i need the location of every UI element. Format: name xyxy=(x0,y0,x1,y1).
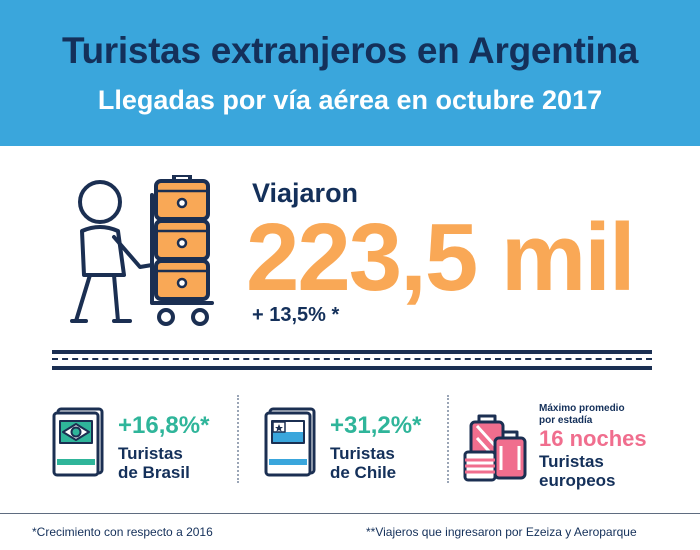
header-banner: Turistas extranjeros en Argentina Llegad… xyxy=(0,0,700,146)
stat-europa-label: Turistas europeos xyxy=(539,452,616,490)
separator-line xyxy=(52,350,652,354)
hero-value: 223,5 mil xyxy=(246,204,636,311)
hero-label: Viajaron xyxy=(252,178,359,208)
hero-growth: + 13,5% * xyxy=(252,304,340,326)
stat-chile-pct: +31,2%* xyxy=(330,412,422,439)
stat-brasil-label: Turistas de Brasil xyxy=(118,444,190,482)
stat-europa-value: 16 noches xyxy=(539,426,647,451)
stat-brasil-pct: +16,8%* xyxy=(118,412,210,439)
divider xyxy=(447,395,449,483)
footnote-growth: *Crecimiento con respecto a 2016 xyxy=(32,525,213,539)
divider xyxy=(237,395,239,483)
stat-europa-caption: Máximo promedio por estadía xyxy=(539,403,625,426)
page-subtitle: Llegadas por vía aérea en octubre 2017 xyxy=(97,85,603,115)
passport-chile-icon xyxy=(264,407,316,477)
separator-dashed xyxy=(52,358,652,360)
suitcases-icon xyxy=(463,414,527,482)
footnote-airports: **Viajeros que ingresaron por Ezeiza y A… xyxy=(366,525,637,539)
passport-brasil-icon xyxy=(52,407,104,477)
traveler-luggage-cart-icon xyxy=(70,175,214,326)
separator-line xyxy=(52,366,652,370)
footer-divider xyxy=(0,513,700,514)
page-title: Turistas extranjeros en Argentina xyxy=(61,30,639,71)
stat-chile-label: Turistas de Chile xyxy=(330,444,397,482)
